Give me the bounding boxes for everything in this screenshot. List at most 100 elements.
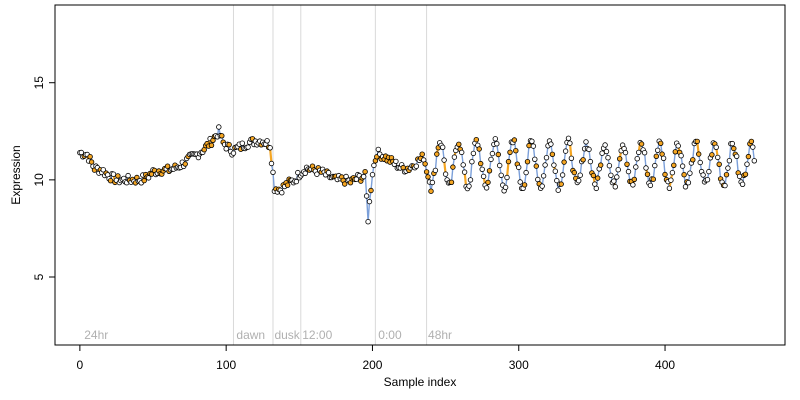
x-tick-label: 0 [77, 358, 84, 372]
data-point [671, 162, 677, 168]
data-point [87, 153, 93, 160]
data-point [558, 181, 564, 187]
data-point [633, 164, 639, 170]
data-point [617, 156, 623, 162]
data-point [517, 179, 523, 185]
data-point [483, 185, 490, 191]
y-axis-label: Expression [9, 145, 23, 204]
data-point [115, 173, 121, 179]
data-point [516, 164, 522, 171]
data-point [125, 172, 131, 179]
data-point [413, 163, 419, 169]
data-point [495, 151, 501, 158]
data-point [502, 184, 509, 191]
data-point [715, 154, 721, 161]
data-point [365, 218, 371, 225]
data-point [669, 169, 676, 176]
data-point [362, 168, 368, 175]
data-point [279, 189, 285, 196]
segment-label: 24hr [84, 328, 108, 342]
data-point [660, 155, 667, 161]
data-point [375, 146, 381, 153]
data-point [393, 158, 399, 165]
data-point [164, 163, 171, 169]
data-point [603, 148, 610, 155]
data-point [314, 171, 320, 177]
data-point [631, 176, 637, 183]
data-point [230, 150, 237, 156]
data-point [461, 169, 468, 175]
data-point [700, 172, 706, 178]
data-point [507, 149, 513, 155]
data-point [526, 142, 532, 149]
data-point [268, 160, 275, 167]
x-tick-label: 300 [509, 358, 529, 372]
data-point [521, 182, 528, 188]
data-point [342, 181, 348, 187]
data-point [713, 144, 719, 150]
data-point [524, 158, 531, 165]
segment-label: 48hr [428, 328, 452, 342]
data-point [469, 158, 475, 165]
data-point [498, 172, 504, 178]
data-point [568, 155, 575, 161]
data-point [641, 149, 648, 156]
data-point [419, 151, 425, 157]
data-point [679, 163, 686, 169]
data-point [473, 136, 479, 143]
data-point [643, 165, 649, 171]
data-point [668, 177, 674, 183]
data-point [530, 143, 537, 149]
data-point [226, 141, 232, 148]
data-point [624, 161, 630, 167]
data-point [736, 173, 743, 180]
data-point [369, 171, 376, 178]
data-point [551, 162, 557, 168]
y-tick-label: 15 [32, 76, 46, 90]
data-point [697, 159, 703, 166]
data-point [729, 140, 735, 147]
data-point [432, 167, 439, 174]
data-point [540, 173, 547, 179]
data-point [606, 162, 613, 169]
data-point [485, 179, 491, 186]
data-point [441, 157, 447, 163]
data-point [655, 147, 661, 153]
data-point [428, 188, 434, 194]
data-point [208, 142, 215, 148]
data-point [245, 144, 251, 150]
data-point [363, 193, 370, 199]
data-point [748, 138, 755, 145]
data-point [576, 177, 582, 184]
x-axis: 0 100 200 300 400 [77, 344, 675, 372]
data-point [744, 161, 750, 167]
data-point [565, 135, 572, 141]
data-point [523, 169, 529, 176]
data-point [239, 140, 245, 146]
data-point [625, 168, 632, 175]
data-point [647, 182, 654, 189]
data-point [505, 158, 512, 165]
x-tick-label: 400 [655, 358, 675, 372]
x-tick-label: 100 [216, 358, 236, 372]
data-point [361, 173, 367, 180]
data-point [650, 176, 656, 182]
data-point [216, 124, 222, 130]
data-point [709, 152, 715, 158]
data-point [549, 151, 556, 157]
data-point [722, 182, 728, 189]
data-point [567, 140, 573, 146]
data-point [644, 171, 651, 177]
data-point [598, 162, 604, 168]
data-point [467, 177, 474, 183]
data-point [429, 179, 436, 186]
data-point [638, 141, 645, 147]
data-point [672, 149, 678, 155]
data-point [742, 171, 749, 177]
data-point [371, 162, 377, 169]
y-tick-label: 10 [32, 173, 46, 187]
data-point [425, 174, 431, 180]
data-point [264, 138, 270, 144]
data-point [630, 182, 636, 188]
y-axis: 5 10 15 [32, 76, 56, 280]
